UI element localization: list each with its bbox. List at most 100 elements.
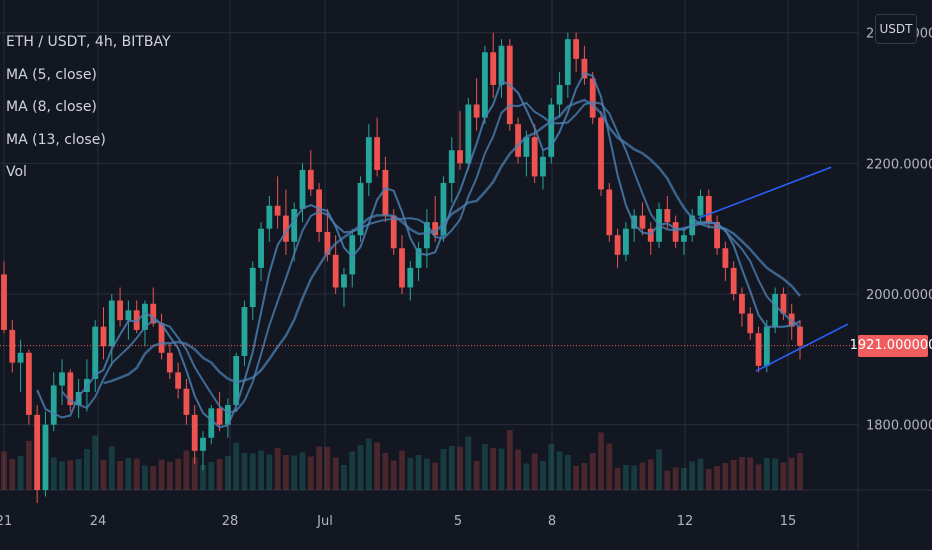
volume-bar xyxy=(465,436,472,490)
volume-bar xyxy=(614,468,621,490)
candle-body xyxy=(390,215,397,249)
candle-body xyxy=(639,215,646,229)
volume-bar xyxy=(208,462,215,490)
time-tick-label: 24 xyxy=(90,514,107,529)
candle-body xyxy=(175,372,182,389)
candle-body xyxy=(730,267,737,294)
volume-bar xyxy=(200,465,206,490)
volume-bar xyxy=(730,460,737,490)
volume-bar xyxy=(150,466,157,490)
candle-body xyxy=(274,205,281,216)
candle-body xyxy=(490,52,497,85)
candle-body xyxy=(681,235,687,242)
volume-bar xyxy=(639,462,646,490)
volume-bar xyxy=(697,458,704,490)
candle-body xyxy=(382,169,389,216)
volume-bar xyxy=(166,461,173,490)
volume-bar xyxy=(432,462,439,490)
candle-body xyxy=(208,408,215,438)
candle-body xyxy=(606,189,613,236)
volume-bar xyxy=(473,461,480,490)
volume-bar xyxy=(515,449,521,490)
candle-body xyxy=(224,405,231,425)
candle-body xyxy=(100,326,107,347)
volume-bar xyxy=(531,453,538,490)
candle-body xyxy=(365,137,372,183)
time-tick-label: 8 xyxy=(548,514,556,529)
candle-body xyxy=(142,303,148,330)
candle-body xyxy=(415,248,422,268)
indicator-volume[interactable]: Vol xyxy=(6,164,27,180)
indicator-ma5[interactable]: MA (5, close) xyxy=(6,66,97,83)
volume-bar xyxy=(457,446,463,490)
candle-body xyxy=(457,150,463,164)
price-axis[interactable]: 1800.0000002000.0000002200.0000002400.00… xyxy=(866,27,932,434)
volume-bar xyxy=(797,453,803,490)
trendlines[interactable] xyxy=(698,166,849,372)
volume-bar xyxy=(117,461,123,490)
candle-body xyxy=(258,228,264,268)
ma-line-5 xyxy=(36,71,801,429)
currency-button[interactable]: USDT xyxy=(875,14,917,44)
volume-bar xyxy=(656,449,662,490)
candle-body xyxy=(523,137,530,157)
volume-bar xyxy=(448,446,455,490)
time-axis[interactable]: 21 24 28 Jul 5 8 12 15 xyxy=(0,514,796,529)
time-tick-label: Jul xyxy=(316,514,333,529)
current-price-tag: 1921.000000 xyxy=(850,334,932,357)
volume-bar xyxy=(283,455,289,490)
candle-body xyxy=(589,78,596,118)
candle-body xyxy=(598,117,604,190)
volume-bar xyxy=(664,470,671,490)
volume-bar xyxy=(556,451,563,490)
candle-body xyxy=(17,352,24,363)
volume-bar xyxy=(316,446,322,490)
volume-bars xyxy=(1,430,803,490)
volume-bar xyxy=(307,456,314,490)
volume-bar xyxy=(423,458,430,490)
price-tick-label: 1800.000000 xyxy=(866,419,932,434)
candle-body xyxy=(622,228,629,255)
volume-bar xyxy=(108,446,115,490)
candle-body xyxy=(407,267,414,288)
volume-bar xyxy=(722,463,729,490)
candle-body xyxy=(233,356,240,406)
volume-bar xyxy=(606,443,613,490)
volume-bar xyxy=(9,459,16,490)
indicator-ma13[interactable]: MA (13, close) xyxy=(6,131,106,148)
candle-body xyxy=(573,39,580,59)
candle-body xyxy=(166,352,173,373)
candle-body xyxy=(357,182,364,236)
time-tick-label: 12 xyxy=(677,514,694,529)
candle-body xyxy=(249,267,256,308)
candle-body xyxy=(498,45,505,85)
symbol-title[interactable]: ETH / USDT, 4h, BITBAY xyxy=(6,34,171,50)
candle-body xyxy=(341,274,347,288)
volume-bar xyxy=(573,466,580,490)
candle-body xyxy=(739,294,745,314)
volume-bar xyxy=(523,463,530,490)
volume-bar xyxy=(75,459,82,490)
price-tick-label: 2000.000000 xyxy=(866,288,932,303)
volume-bar xyxy=(440,449,447,490)
volume-bar xyxy=(598,432,604,490)
candle-body xyxy=(531,137,538,177)
candle-body xyxy=(664,209,671,223)
volume-bar xyxy=(142,465,148,490)
candle-body xyxy=(440,182,447,236)
indicator-ma8[interactable]: MA (8, close) xyxy=(6,99,97,115)
candle-body xyxy=(349,235,356,275)
volume-bar xyxy=(1,451,7,490)
volume-bar xyxy=(631,465,638,490)
candle-body xyxy=(241,307,248,357)
candle-body xyxy=(216,408,223,425)
volume-bar xyxy=(233,442,240,490)
candle-body xyxy=(772,294,779,327)
ma-line-13 xyxy=(103,98,801,385)
candle-body xyxy=(183,388,190,415)
candle-body xyxy=(797,326,803,346)
candle-body xyxy=(50,385,57,425)
candle-body xyxy=(283,215,289,242)
volume-bar xyxy=(739,457,745,490)
